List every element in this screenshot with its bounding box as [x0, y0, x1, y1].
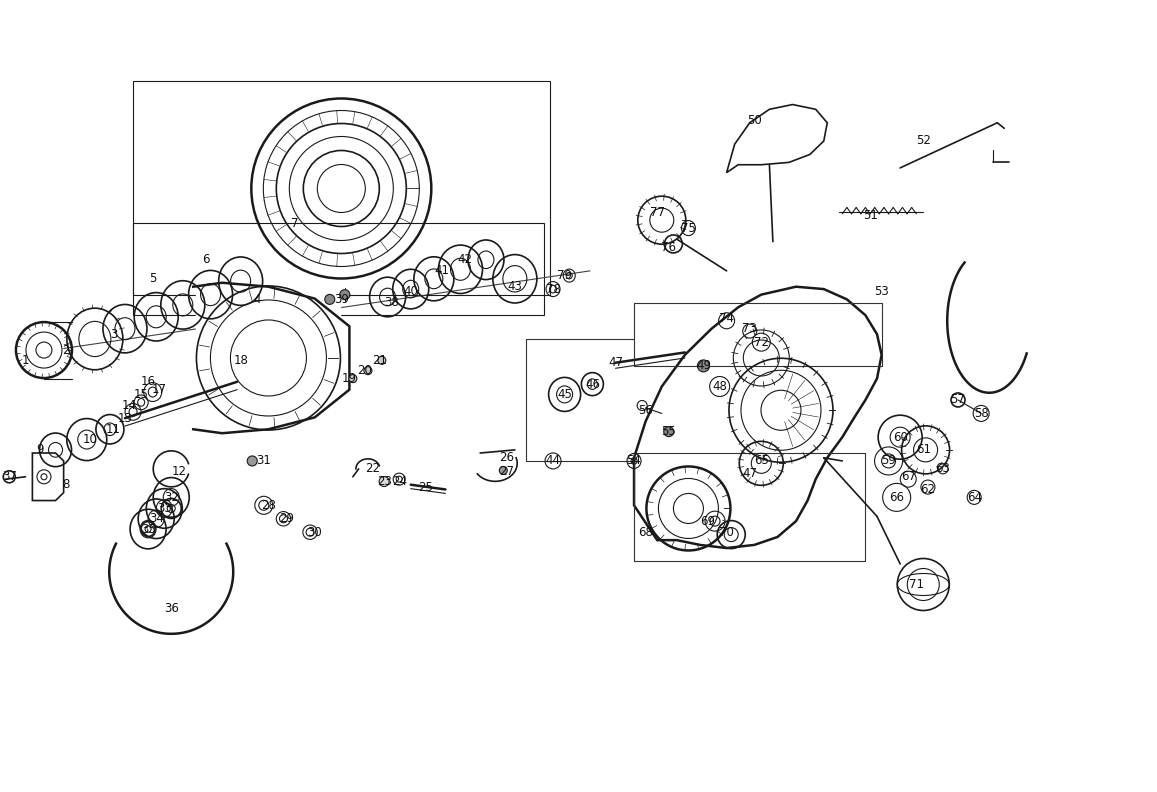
- Text: 45: 45: [558, 388, 572, 401]
- Text: 29: 29: [280, 512, 294, 525]
- Text: 79: 79: [558, 269, 572, 282]
- Text: 13: 13: [118, 412, 132, 425]
- Text: 49: 49: [697, 360, 710, 372]
- Text: 16: 16: [141, 375, 155, 388]
- Text: 3: 3: [110, 328, 117, 341]
- Text: 71: 71: [909, 578, 923, 591]
- Text: 15: 15: [134, 388, 148, 401]
- Text: 41: 41: [435, 265, 449, 277]
- Text: 77: 77: [650, 206, 664, 219]
- Text: 21: 21: [373, 354, 386, 367]
- Text: 73: 73: [743, 322, 757, 335]
- Text: 68: 68: [639, 526, 653, 539]
- Text: 58: 58: [974, 407, 988, 420]
- Text: 47: 47: [743, 467, 757, 480]
- Polygon shape: [727, 105, 827, 173]
- Text: 18: 18: [234, 354, 248, 367]
- Text: 20: 20: [358, 364, 371, 377]
- Text: 72: 72: [754, 336, 768, 348]
- Circle shape: [349, 375, 356, 383]
- Text: 54: 54: [627, 455, 641, 467]
- Text: 46: 46: [585, 378, 599, 390]
- Text: 7: 7: [292, 217, 299, 230]
- Text: 56: 56: [639, 404, 653, 417]
- Circle shape: [325, 295, 334, 304]
- Text: 69: 69: [701, 515, 715, 527]
- Text: 44: 44: [546, 455, 560, 467]
- Text: 65: 65: [754, 455, 768, 467]
- Text: 74: 74: [720, 312, 734, 325]
- Polygon shape: [634, 287, 882, 548]
- Text: 47: 47: [609, 356, 622, 369]
- Circle shape: [378, 356, 385, 364]
- Text: 40: 40: [404, 285, 418, 298]
- Text: 9: 9: [37, 444, 44, 456]
- Circle shape: [364, 367, 371, 375]
- Circle shape: [500, 466, 507, 474]
- Text: 36: 36: [164, 602, 178, 615]
- Text: 23: 23: [377, 475, 391, 488]
- Text: 14: 14: [123, 399, 137, 412]
- Text: 50: 50: [747, 114, 761, 127]
- Circle shape: [379, 477, 389, 486]
- Text: 25: 25: [419, 481, 433, 493]
- Text: 52: 52: [916, 135, 930, 147]
- Text: 66: 66: [890, 491, 904, 504]
- Text: 42: 42: [458, 253, 472, 266]
- Text: 75: 75: [681, 222, 695, 234]
- Text: 31: 31: [257, 455, 271, 467]
- Text: 4: 4: [253, 293, 260, 306]
- Text: 28: 28: [261, 499, 275, 512]
- Text: 76: 76: [662, 241, 676, 253]
- Text: 70: 70: [720, 526, 734, 539]
- Text: 61: 61: [916, 444, 930, 456]
- Text: 59: 59: [882, 455, 896, 467]
- Text: 6: 6: [202, 253, 209, 266]
- Text: 67: 67: [901, 470, 915, 483]
- Text: 32: 32: [164, 491, 178, 504]
- Text: 10: 10: [83, 433, 97, 446]
- Text: 78: 78: [546, 283, 560, 295]
- Text: 43: 43: [508, 280, 522, 293]
- Text: 11: 11: [106, 423, 120, 436]
- Text: 48: 48: [713, 380, 727, 393]
- Text: 51: 51: [863, 209, 877, 222]
- Text: 62: 62: [921, 483, 935, 496]
- Text: 38: 38: [384, 296, 398, 309]
- Text: 60: 60: [893, 431, 907, 444]
- Circle shape: [664, 427, 673, 436]
- Text: 55: 55: [662, 425, 676, 438]
- Circle shape: [248, 456, 257, 466]
- Text: 24: 24: [392, 475, 406, 488]
- Text: 34: 34: [149, 512, 163, 525]
- Text: 12: 12: [172, 465, 186, 478]
- Circle shape: [698, 360, 709, 372]
- Text: 37: 37: [2, 470, 16, 483]
- Text: 63: 63: [936, 463, 950, 475]
- Text: 2: 2: [62, 344, 69, 356]
- Text: 39: 39: [334, 293, 348, 306]
- Text: 17: 17: [153, 383, 167, 396]
- Text: 35: 35: [141, 523, 155, 535]
- Text: 33: 33: [157, 502, 171, 515]
- Text: 57: 57: [951, 394, 965, 406]
- Text: 8: 8: [62, 478, 69, 491]
- Text: 53: 53: [875, 285, 889, 298]
- Text: 22: 22: [366, 463, 379, 475]
- Text: 27: 27: [500, 465, 514, 478]
- Text: 64: 64: [967, 491, 981, 504]
- Text: 5: 5: [149, 272, 156, 285]
- Text: 30: 30: [308, 526, 322, 539]
- Text: 26: 26: [500, 451, 514, 464]
- Text: 1: 1: [22, 354, 29, 367]
- Text: 19: 19: [342, 372, 356, 385]
- Circle shape: [340, 290, 349, 299]
